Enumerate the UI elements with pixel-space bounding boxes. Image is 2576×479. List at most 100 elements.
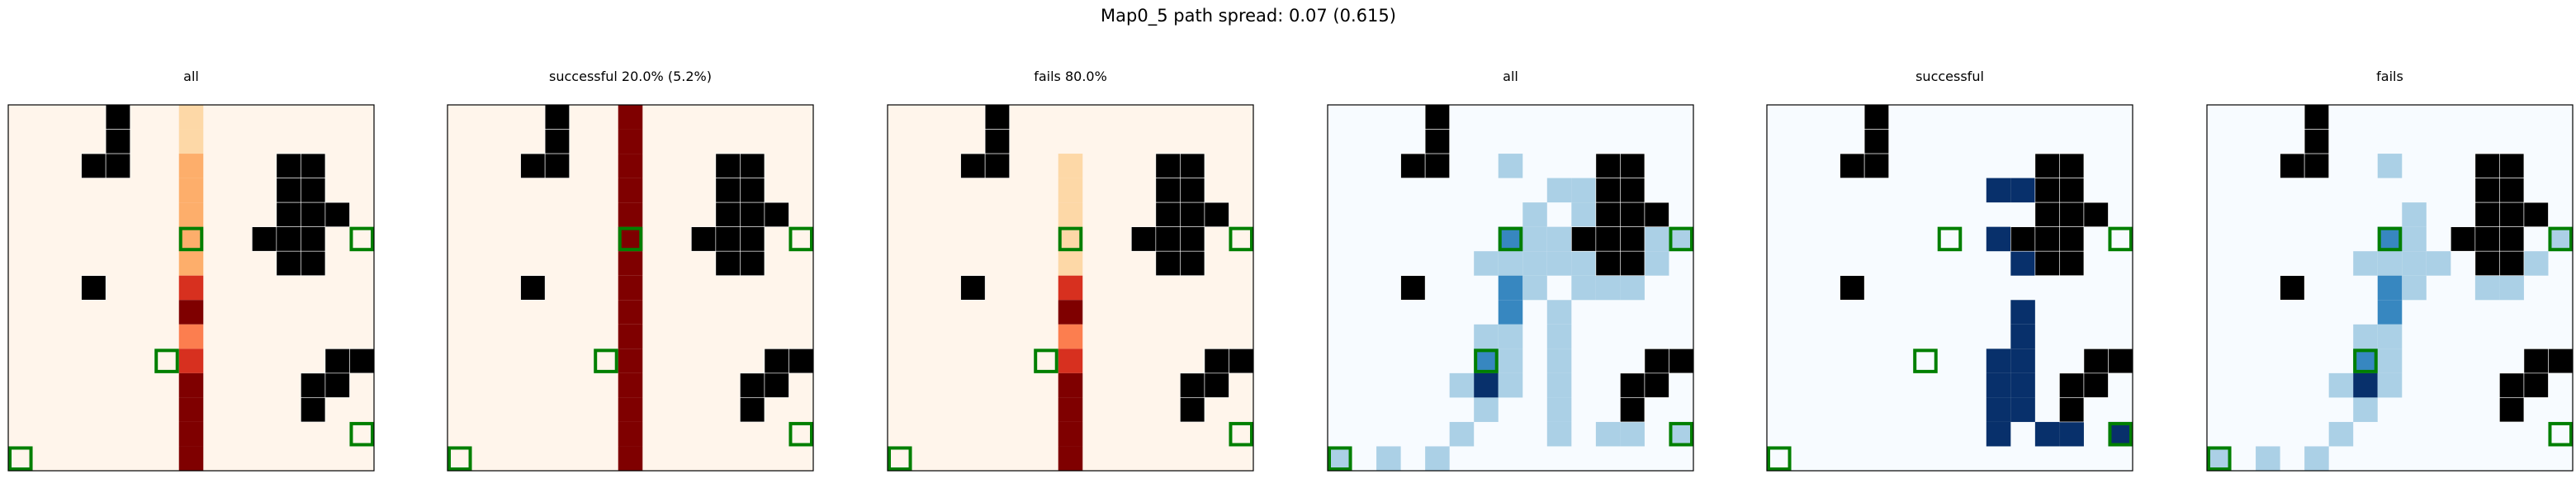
heat-cell <box>1058 251 1083 276</box>
heat-cell <box>1474 397 1499 422</box>
marker-square <box>8 446 33 472</box>
heat-cell <box>1522 275 1547 301</box>
heat-cell <box>178 397 204 422</box>
obstacle-cell <box>105 129 130 154</box>
marker-square <box>1669 226 1694 252</box>
obstacle-cell <box>1620 250 1646 277</box>
panel-title: fails 80.0% <box>1034 69 1107 84</box>
heat-cell <box>1498 300 1523 325</box>
marker-square <box>1229 226 1254 252</box>
obstacle-cell <box>2083 349 2109 374</box>
heat-cell <box>2377 275 2403 301</box>
heat-cell <box>2207 446 2232 471</box>
heat-cell <box>1669 421 1693 447</box>
heatmap-panel: successful 20.0% (5.2%) <box>447 69 814 472</box>
heat-cell <box>2548 226 2573 252</box>
obstacle-cell <box>2059 250 2085 277</box>
marker-square <box>888 446 912 472</box>
panel-title: successful <box>1915 69 1984 84</box>
obstacle-cell <box>984 129 1010 154</box>
obstacle-cell <box>252 226 277 252</box>
obstacle-cell <box>1155 178 1181 203</box>
obstacle-cell <box>1571 226 1597 252</box>
heat-cell <box>2353 251 2378 276</box>
obstacle-cell <box>349 349 375 374</box>
heat-cell <box>1546 372 1572 398</box>
obstacle-cell <box>2499 250 2525 277</box>
heat-cell <box>1644 251 1669 276</box>
obstacle-cell <box>2108 349 2133 374</box>
heat-cell <box>1058 275 1083 301</box>
obstacle-cell <box>1644 372 1669 398</box>
heat-cell <box>178 372 204 398</box>
obstacle-cell <box>1595 202 1621 227</box>
heat-cell <box>2499 275 2524 301</box>
marker-square <box>2108 421 2133 447</box>
obstacle-cell <box>2083 372 2109 398</box>
heat-cell <box>2402 251 2427 276</box>
obstacle-cell <box>715 250 741 277</box>
heat-cell <box>1571 178 1596 203</box>
obstacle-cell <box>1204 202 1229 227</box>
obstacle-cell <box>276 226 301 252</box>
heat-cell <box>618 251 643 276</box>
heat-cell <box>2010 372 2035 398</box>
obstacle-cell <box>2034 226 2060 252</box>
obstacle-cell <box>276 153 301 178</box>
heat-cell <box>1669 226 1693 252</box>
obstacle-cell <box>1595 226 1621 252</box>
marker-square <box>2377 226 2403 252</box>
obstacle-cell <box>1229 349 1254 374</box>
heat-cell <box>1498 372 1523 398</box>
heat-cell <box>1058 202 1083 227</box>
obstacle-cell <box>2083 202 2109 227</box>
heat-cell <box>618 446 643 471</box>
marker-square <box>1498 226 1523 252</box>
obstacle-cell <box>276 202 301 227</box>
obstacle-cell <box>1400 153 1426 178</box>
heat-cell <box>618 129 643 154</box>
obstacle-cell <box>1644 202 1669 227</box>
obstacle-cell <box>301 226 326 252</box>
obstacle-cell <box>960 153 986 178</box>
heat-cell <box>1498 251 1523 276</box>
heat-cell <box>1058 300 1083 325</box>
obstacle-cell <box>2059 178 2085 203</box>
heat-cell <box>618 372 643 398</box>
marker-square <box>2353 349 2378 373</box>
heat-cell <box>2377 349 2403 373</box>
obstacle-cell <box>788 349 814 374</box>
obstacle-cell <box>1620 202 1646 227</box>
obstacle-cell <box>740 153 765 178</box>
marker-square <box>618 226 643 252</box>
heat-cell <box>1058 446 1083 471</box>
obstacle-cell <box>301 250 326 277</box>
heat-cell <box>178 178 204 203</box>
obstacle-cell <box>2034 250 2060 277</box>
obstacle-cell <box>2499 397 2525 423</box>
obstacle-cell <box>984 104 1010 130</box>
heat-cell <box>178 129 204 154</box>
heat-cell <box>1058 421 1083 447</box>
obstacle-cell <box>81 153 107 178</box>
marker-square <box>1229 421 1254 447</box>
obstacle-cell <box>715 153 741 178</box>
marker-square <box>1937 226 1963 252</box>
heat-cell <box>1328 446 1352 471</box>
heat-cell <box>1644 226 1669 252</box>
obstacle-cell <box>301 397 326 423</box>
heat-cell <box>618 202 643 227</box>
marker-square <box>178 226 204 252</box>
heat-cell <box>618 300 643 325</box>
obstacle-cell <box>301 153 326 178</box>
marker-square <box>349 421 375 447</box>
marker-square <box>2548 421 2573 447</box>
obstacle-cell <box>740 178 765 203</box>
obstacle-cell <box>1180 372 1205 398</box>
obstacle-cell <box>1155 250 1181 277</box>
obstacle-cell <box>1424 153 1450 178</box>
heat-cell <box>618 154 643 178</box>
obstacle-cell <box>2499 153 2525 178</box>
obstacle-cell <box>1620 372 1646 398</box>
obstacle-cell <box>520 153 546 178</box>
